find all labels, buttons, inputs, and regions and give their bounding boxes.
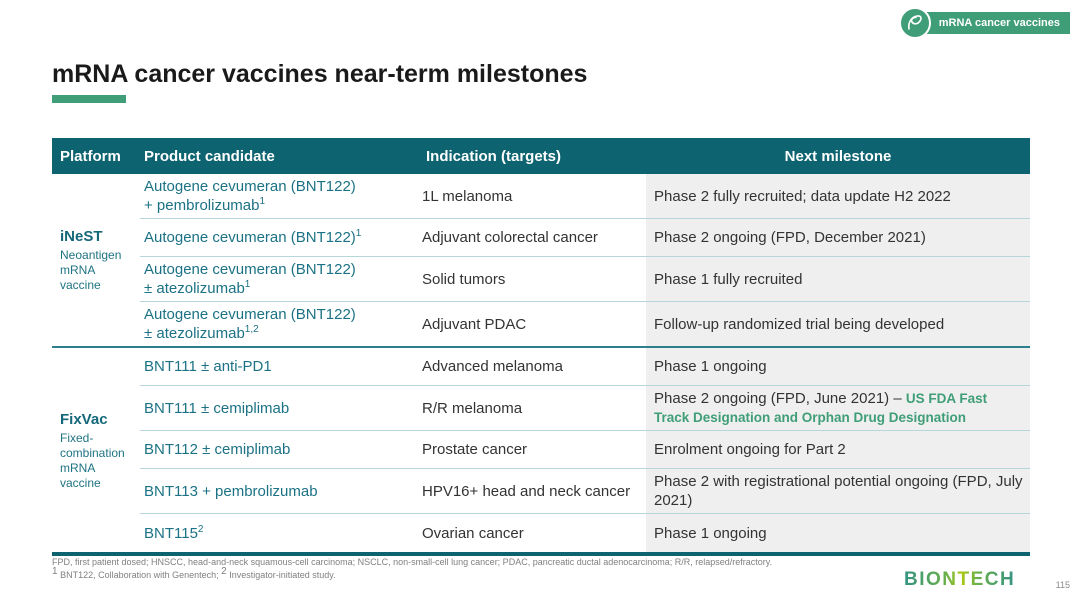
platform-description: Neoantigen mRNA vaccine xyxy=(60,248,122,292)
product-candidate: BNT111 ± anti-PD1 xyxy=(144,358,272,375)
product-candidate-cell: BNT112 ± cemiplimab xyxy=(140,431,418,469)
product-candidate: Autogene cevumeran (BNT122) + pembrolizum… xyxy=(144,178,356,214)
next-milestone-cell: Phase 2 with registrational potential on… xyxy=(646,469,1030,514)
product-candidate-cell: Autogene cevumeran (BNT122) ± atezolizuma… xyxy=(140,257,418,302)
product-candidate: BNT112 ± cemiplimab xyxy=(144,441,291,458)
next-milestone: Phase 2 ongoing (FPD, December 2021) xyxy=(654,229,926,246)
next-milestone: Phase 1 fully recruited xyxy=(654,270,803,288)
biontech-logo-text: BIONTECH xyxy=(904,569,1015,589)
indication: Adjuvant colorectal cancer xyxy=(422,229,598,246)
rna-strand-icon xyxy=(898,7,931,39)
page-number: 115 xyxy=(1055,580,1070,590)
column-header-milestone: Next milestone xyxy=(784,147,892,165)
column-header-indication: Indication (targets) xyxy=(426,147,562,165)
indication: Prostate cancer xyxy=(422,441,528,458)
product-candidate-cell: BNT111 ± cemiplimab xyxy=(140,386,418,431)
table-groups: iNeST Neoantigen mRNA vaccine Autogene cevum… xyxy=(52,174,1030,556)
next-milestone-cell: Enrolment ongoing for Part 2 xyxy=(646,431,1030,469)
milestones-table: Platform Product candidate Indication (t… xyxy=(52,138,1030,556)
platform-cell: iNeST Neoantigen mRNA vaccine xyxy=(52,174,140,346)
indication-cell: HPV16+ head and neck cancer xyxy=(418,469,646,514)
platform-group-inest: iNeST Neoantigen mRNA vaccine Autogene cevum… xyxy=(52,174,1030,348)
next-milestone: Phase 1 ongoing xyxy=(654,524,767,542)
platform-cell: FixVac Fixed-combination mRNA vaccine xyxy=(52,348,140,552)
platform-group-fixvac: FixVac Fixed-combination mRNA vaccine BNT111… xyxy=(52,348,1030,556)
biontech-logo: BIONTECH xyxy=(904,568,1036,594)
indication: HPV16+ head and neck cancer xyxy=(422,482,631,500)
indication-cell: Adjuvant PDAC xyxy=(418,302,646,346)
column-header-platform: Platform xyxy=(60,147,121,165)
product-candidate-cell: BNT113 + pembrolizumab xyxy=(140,469,418,514)
product-candidate: Autogene cevumeran (BNT122)1 xyxy=(144,228,362,247)
product-candidate: BNT111 ± cemiplimab xyxy=(144,399,290,417)
product-candidate-cell: BNT1152 xyxy=(140,514,418,552)
program-badge-label: mRNA cancer vaccines xyxy=(924,12,1070,34)
next-milestone-cell: Phase 2 ongoing (FPD, December 2021) xyxy=(646,219,1030,257)
next-milestone-cell: Phase 1 fully recruited xyxy=(646,257,1030,302)
product-candidate-cell: BNT111 ± anti-PD1 xyxy=(140,348,418,386)
indication-cell: Ovarian cancer xyxy=(418,514,646,552)
footnote-line-1: FPD, first patient dosed; HNSCC, head-an… xyxy=(52,557,773,567)
page-title: mRNA cancer vaccines near-term milestone… xyxy=(52,60,588,88)
next-milestone: Follow-up randomized trial being develop… xyxy=(654,315,945,333)
platform-name: FixVac xyxy=(60,410,108,428)
product-candidate: BNT113 + pembrolizumab xyxy=(144,482,318,500)
table-header-row: Platform Product candidate Indication (t… xyxy=(52,138,1030,174)
next-milestone-cell: Phase 2 fully recruited; data update H2 … xyxy=(646,174,1030,219)
indication: Advanced melanoma xyxy=(422,358,563,375)
footnote-line-2: 1 BNT122, Collaboration with Genentech; … xyxy=(52,566,336,581)
next-milestone-cell: Follow-up randomized trial being develop… xyxy=(646,302,1030,346)
indication: Adjuvant PDAC xyxy=(422,315,527,333)
program-badge: mRNA cancer vaccines xyxy=(898,7,1070,39)
next-milestone-cell: Phase 2 ongoing (FPD, June 2021) – US FD… xyxy=(646,386,1030,431)
next-milestone: Phase 2 ongoing (FPD, June 2021) – US FD… xyxy=(654,390,988,425)
platform-description: Fixed-combination mRNA vaccine xyxy=(60,430,125,490)
next-milestone: Phase 2 fully recruited; data update H2 … xyxy=(654,187,951,205)
indication-cell: Prostate cancer xyxy=(418,431,646,469)
indication-cell: R/R melanoma xyxy=(418,386,646,431)
title-underline xyxy=(52,95,126,103)
indication: Solid tumors xyxy=(422,270,506,288)
product-candidate: Autogene cevumeran (BNT122) ± atezolizuma… xyxy=(144,261,356,297)
indication: 1L melanoma xyxy=(422,187,513,205)
platform-name: iNeST xyxy=(60,228,103,245)
next-milestone: Enrolment ongoing for Part 2 xyxy=(654,441,846,458)
indication: Ovarian cancer xyxy=(422,524,524,542)
milestone-accent: US FDA Fast Track Designation and Orphan… xyxy=(654,391,988,425)
footnotes: FPD, first patient dosed; HNSCC, head-an… xyxy=(52,556,772,582)
indication-cell: Solid tumors xyxy=(418,257,646,302)
product-candidate-cell: Autogene cevumeran (BNT122) + pembrolizum… xyxy=(140,174,418,219)
next-milestone: Phase 2 with registrational potential on… xyxy=(654,473,1023,509)
product-candidate: Autogene cevumeran (BNT122) ± atezolizuma… xyxy=(144,306,356,342)
next-milestone-cell: Phase 1 ongoing xyxy=(646,348,1030,386)
indication: R/R melanoma xyxy=(422,399,523,417)
indication-cell: Adjuvant colorectal cancer xyxy=(418,219,646,257)
product-candidate: BNT1152 xyxy=(144,523,204,542)
column-header-product: Product candidate xyxy=(144,147,275,165)
next-milestone: Phase 1 ongoing xyxy=(654,358,767,375)
next-milestone-cell: Phase 1 ongoing xyxy=(646,514,1030,552)
indication-cell: 1L melanoma xyxy=(418,174,646,219)
product-candidate-cell: Autogene cevumeran (BNT122) ± atezolizuma… xyxy=(140,302,418,346)
indication-cell: Advanced melanoma xyxy=(418,348,646,386)
product-candidate-cell: Autogene cevumeran (BNT122)1 xyxy=(140,219,418,257)
